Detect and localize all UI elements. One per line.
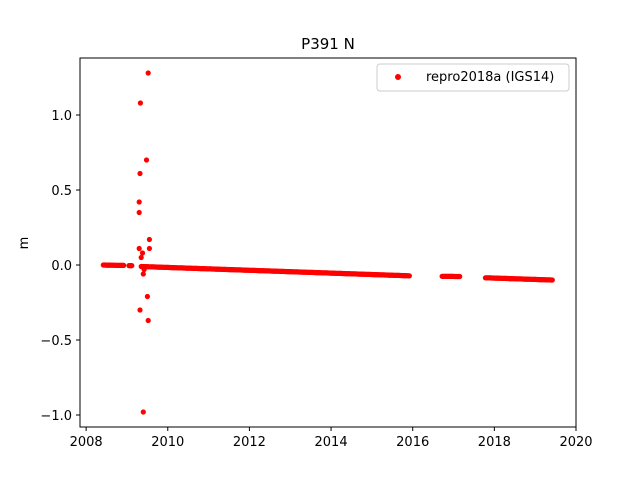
x-tick-label: 2020 [559, 435, 592, 450]
data-point [457, 273, 463, 280]
data-point [144, 293, 150, 300]
data-point [137, 307, 143, 313]
data-point [146, 245, 152, 252]
x-tick-label: 2010 [151, 435, 184, 450]
data-point [121, 262, 127, 268]
data-points [100, 70, 555, 415]
x-tick-label: 2014 [315, 435, 348, 450]
legend: repro2018a (IGS14) [376, 63, 570, 92]
x-tick-label: 2016 [396, 435, 429, 450]
y-tick-label: −0.5 [40, 334, 72, 349]
data-point [140, 409, 146, 415]
data-point [145, 317, 151, 324]
data-point [136, 199, 142, 205]
chart-title: P391 N [301, 35, 355, 53]
y-tick-label: 0.0 [51, 259, 72, 274]
data-point [139, 250, 146, 256]
y-axis-label: m [17, 237, 32, 250]
axes-frame [79, 57, 577, 428]
data-point [138, 254, 144, 261]
data-point [146, 236, 152, 243]
data-point [141, 266, 147, 273]
data-point [406, 273, 412, 279]
plot-area [100, 70, 555, 415]
data-point [145, 70, 151, 76]
legend-box [376, 63, 570, 92]
data-point [129, 263, 135, 269]
x-tick-label: 2008 [70, 435, 103, 450]
data-point [140, 271, 146, 277]
y-tick-label: 1.0 [51, 109, 72, 124]
legend-label: repro2018a (IGS14) [426, 70, 554, 85]
x-axis: 2008 2010 2012 2014 2016 2018 2020 [70, 427, 593, 450]
data-point [137, 170, 143, 177]
y-tick-label: −1.0 [40, 409, 72, 424]
legend-marker [395, 74, 401, 80]
data-point [136, 245, 142, 252]
data-point [143, 157, 150, 163]
x-tick-label: 2018 [478, 435, 511, 450]
y-axis: −1.0 −0.5 0.0 0.5 1.0 [40, 109, 80, 424]
y-tick-label: 0.5 [51, 184, 72, 199]
data-point [549, 277, 555, 283]
x-tick-label: 2012 [233, 435, 266, 450]
data-point [137, 100, 143, 106]
data-point [136, 209, 142, 216]
